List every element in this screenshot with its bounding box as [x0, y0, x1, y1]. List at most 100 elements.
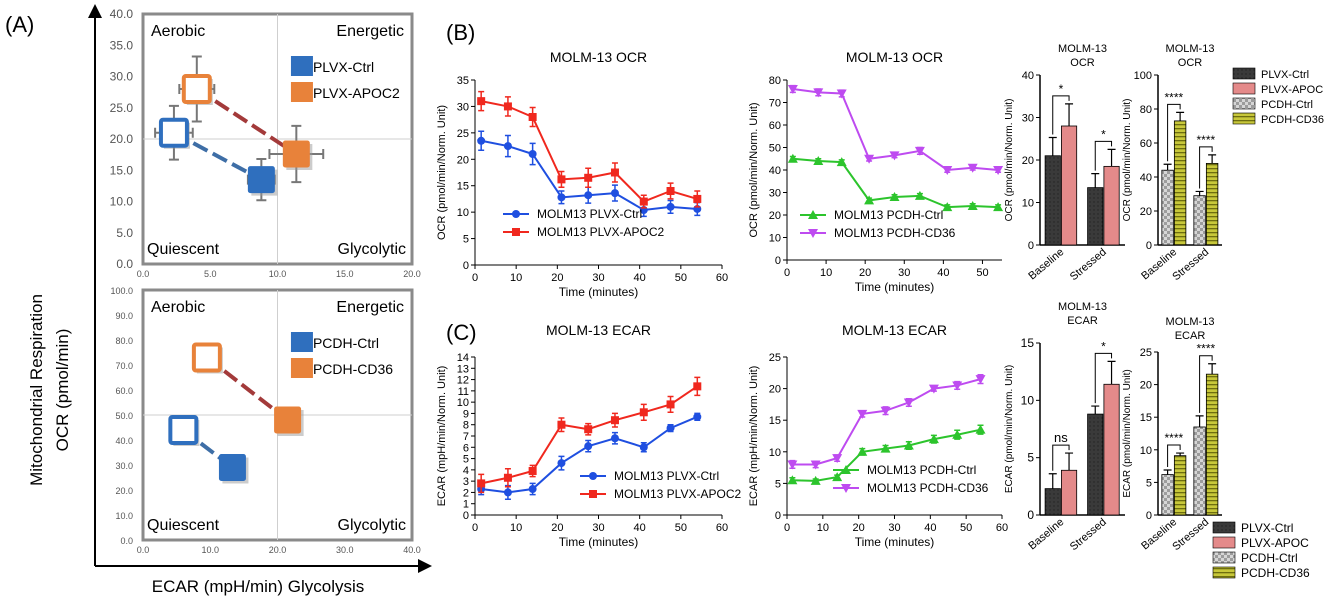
- series-line: [480, 100, 698, 203]
- y-tick-label: 15: [769, 415, 781, 427]
- data-point: [584, 191, 593, 200]
- stressed-point: [247, 166, 275, 194]
- y-tick-label: 5.0: [116, 226, 133, 240]
- data-point: [693, 412, 702, 421]
- data-point: [610, 168, 619, 177]
- chart-title-line2: ECAR: [1175, 330, 1206, 342]
- chart-title-line1: MOLM-13: [1058, 301, 1107, 313]
- chart-c2-ecar-pcdh: MOLM-13 ECAR 0 5 10 15 20 25 0 10 20 30 40 50 60 Time …: [748, 322, 1008, 549]
- data-point: [639, 197, 648, 206]
- x-tick-label: 0: [784, 522, 790, 534]
- x-tick-label: 15.0: [336, 269, 354, 279]
- bar: [1044, 488, 1061, 516]
- data-point: [836, 89, 847, 99]
- data-point: [914, 190, 925, 200]
- y-tick-label: 3: [463, 476, 469, 488]
- x-tick-label: 30.0: [336, 545, 354, 555]
- x-tick-label: 40: [937, 267, 949, 279]
- y-tick-label: 70: [769, 98, 781, 110]
- data-point: [787, 153, 798, 163]
- legend-swatch: [290, 56, 313, 76]
- y-tick-label: 0: [1028, 240, 1034, 252]
- y-tick-label: 80: [1140, 104, 1152, 116]
- chart-title-line2: ECAR: [1067, 315, 1098, 327]
- significance-bracket: [1052, 444, 1070, 471]
- x-tick-label: 10.0: [269, 269, 287, 279]
- x-tick-label: 50: [675, 522, 687, 534]
- significance-label: ****: [1165, 431, 1184, 445]
- y-tick-label: 0: [463, 260, 469, 272]
- data-point: [914, 146, 925, 156]
- baseline-point: [168, 415, 199, 445]
- quadrant-quiescent-label: Quiescent: [147, 517, 220, 534]
- legend-label: PLVX-Ctrl: [1241, 521, 1293, 535]
- legend-swatch: [1212, 566, 1236, 579]
- y-tick-label: 15.0: [110, 163, 134, 177]
- legend-marker: [808, 210, 818, 219]
- y-tick-label: 20: [1022, 155, 1034, 167]
- significance-label: *: [1101, 339, 1106, 353]
- data-point: [903, 440, 914, 450]
- legend-label: PLVX-Ctrl: [1261, 69, 1309, 81]
- significance-label: *: [1059, 82, 1064, 96]
- y-tick-label: 30: [1022, 113, 1034, 125]
- data-point: [610, 434, 619, 443]
- y-tick-label: 10: [457, 397, 469, 409]
- data-point: [880, 406, 891, 416]
- panel-a-ylabel-line1: Mitochondrial Respiration: [27, 294, 46, 486]
- y-tick-label: 10: [1021, 393, 1035, 407]
- y-tick-label: 90.0: [115, 311, 133, 321]
- y-tick-label: 50.0: [115, 411, 133, 421]
- data-point: [864, 154, 875, 164]
- y-tick-label: 10.0: [115, 511, 133, 521]
- data-point: [889, 151, 900, 161]
- data-point: [813, 88, 824, 98]
- error-bar: [1091, 405, 1100, 415]
- stressed-point: [274, 406, 302, 434]
- data-point: [857, 409, 868, 419]
- y-tick-label: 20.0: [110, 132, 134, 146]
- y-axis-label: OCR (pmol/min/Norm. Unit): [1122, 99, 1133, 222]
- y-tick-label: 0: [463, 510, 469, 522]
- data-point: [813, 156, 824, 165]
- y-tick-label: 10: [769, 233, 781, 245]
- error-bar: [1107, 148, 1116, 167]
- legend-marker: [841, 484, 851, 493]
- x-axis-label: Time (minutes): [855, 280, 935, 294]
- y-tick-label: 4: [463, 465, 469, 477]
- y-tick-label: 6: [463, 442, 469, 454]
- significance-bracket: [1094, 140, 1113, 171]
- data-point: [557, 175, 566, 184]
- chart-title-line2: OCR: [1070, 57, 1095, 69]
- y-tick-label: 15: [1021, 336, 1035, 350]
- chart-c3-ecar-bars-plvx: MOLM-13 ECAR 0 5 10 15 ECAR (pmol/min/Norm. Un…: [1004, 301, 1125, 553]
- data-point: [584, 442, 593, 451]
- x-tick-label: 0.0: [137, 545, 150, 555]
- error-bar: [1065, 103, 1074, 126]
- legend-label: MOLM13 PCDH-Ctrl: [834, 208, 943, 222]
- y-tick-label: 0: [1146, 240, 1152, 252]
- data-point: [557, 420, 566, 429]
- legend-label: PLVX-APOC: [1241, 536, 1309, 550]
- chart-a-top: Aerobic Energetic Quiescent Glycolytic 0.0 5.…: [110, 7, 421, 279]
- quadrant-aerobic-label: Aerobic: [151, 299, 205, 316]
- y-tick-label: 13: [457, 363, 469, 375]
- data-point: [666, 202, 675, 211]
- x-axis-label: Time (minutes): [559, 285, 639, 299]
- x-tick-label: 40: [634, 272, 646, 284]
- x-tick-label: 20: [551, 522, 563, 534]
- y-tick-label: 60: [769, 120, 781, 132]
- error-bar: [1163, 469, 1172, 475]
- quadrant-glycolytic-label: Glycolytic: [338, 241, 406, 258]
- data-point: [787, 460, 798, 470]
- error-bar: [1048, 473, 1057, 489]
- y-tick-label: 0.0: [120, 536, 133, 546]
- y-tick-label: 12: [457, 375, 469, 387]
- data-point: [477, 97, 486, 106]
- data-point: [810, 475, 821, 485]
- y-tick-label: 10: [1022, 198, 1034, 210]
- x-tick-label: 40: [924, 522, 936, 534]
- data-point: [557, 459, 566, 468]
